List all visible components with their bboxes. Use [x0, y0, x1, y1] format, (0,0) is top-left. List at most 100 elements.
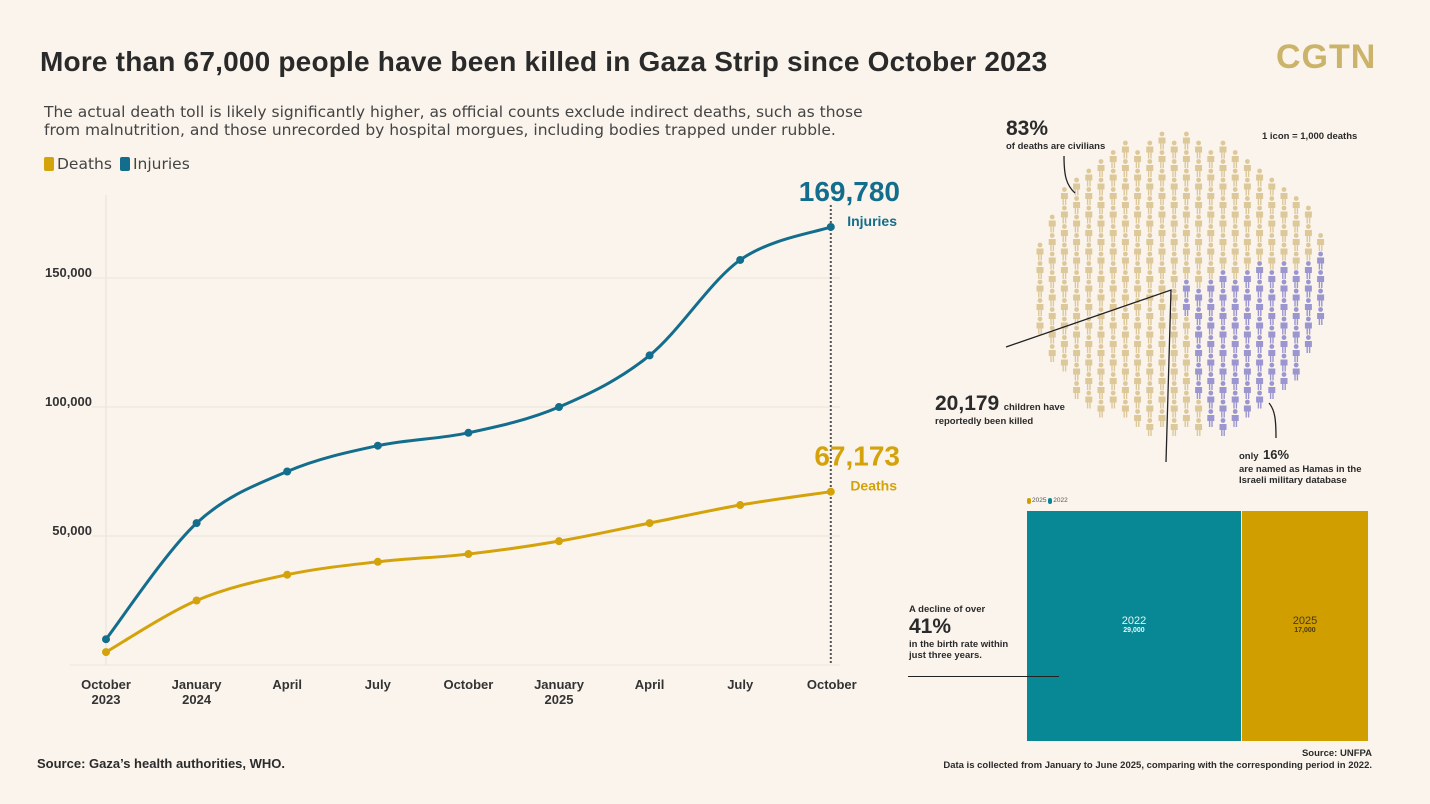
person-head [1293, 325, 1299, 331]
person-body [1256, 211, 1264, 224]
person-icon [1243, 381, 1251, 399]
person-icon [1158, 390, 1166, 409]
person-head [1281, 353, 1287, 359]
person-head [1257, 335, 1262, 340]
person-body [1134, 285, 1142, 298]
person-head [1196, 159, 1201, 164]
person-body [1207, 156, 1215, 168]
person-body [1097, 165, 1105, 177]
person-body [1268, 202, 1276, 214]
person-head [1171, 159, 1177, 164]
person-body [1182, 174, 1190, 187]
person-icon [1158, 205, 1166, 224]
data-point [826, 487, 835, 496]
person-body [1219, 165, 1227, 177]
person-body [1304, 211, 1312, 224]
data-point [102, 635, 110, 644]
person-body [1048, 350, 1056, 362]
person-body [1243, 257, 1251, 270]
person-body [1121, 146, 1129, 159]
person-head [1159, 261, 1165, 266]
person-head [1245, 270, 1250, 275]
person-body [1060, 285, 1068, 298]
person-body [1085, 174, 1093, 187]
person-head [1293, 214, 1299, 220]
person-icon [1170, 196, 1178, 214]
person-icon [1109, 150, 1117, 168]
person-icon [1256, 224, 1264, 242]
person-head [1074, 251, 1079, 257]
person-icon [1231, 187, 1239, 205]
person-body [1268, 276, 1276, 288]
person-head [1269, 362, 1275, 368]
birth-leader-line [908, 676, 1059, 677]
x-tick-label: 2024 [182, 692, 212, 707]
person-icon [1036, 261, 1044, 279]
person-head [1110, 150, 1116, 155]
person-body [1256, 304, 1264, 316]
data-point [555, 403, 563, 411]
person-head [1123, 344, 1128, 349]
person-body [1195, 146, 1203, 159]
person-body [1109, 211, 1117, 224]
person-body [1182, 396, 1190, 409]
person-head [1306, 335, 1311, 340]
person-body [1304, 285, 1312, 298]
person-head [1074, 344, 1079, 349]
person-icon [1304, 279, 1312, 298]
person-icon [1182, 224, 1190, 242]
person-head [1220, 214, 1226, 220]
person-head [1086, 261, 1092, 266]
person-icon [1231, 242, 1239, 261]
person-head [1135, 168, 1140, 174]
person-icon [1097, 233, 1105, 251]
person-body [1317, 294, 1325, 307]
person-icon [1182, 298, 1190, 316]
person-body [1134, 341, 1142, 353]
person-icon [1085, 372, 1093, 390]
person-icon [1182, 335, 1190, 353]
person-head [1220, 344, 1226, 349]
person-head [1098, 307, 1104, 312]
data-point [283, 467, 292, 476]
person-icon [1219, 270, 1227, 288]
person-head [1269, 196, 1275, 201]
person-body [1097, 368, 1105, 381]
person-body [1231, 359, 1239, 372]
person-body [1280, 304, 1288, 316]
x-tick-label: January [534, 677, 585, 692]
person-body [1195, 368, 1203, 381]
person-body [1097, 183, 1105, 196]
person-body [1207, 230, 1215, 242]
person-icon [1243, 270, 1251, 288]
person-icon [1231, 316, 1239, 335]
person-body [1304, 341, 1312, 353]
person-head [1049, 251, 1055, 257]
person-body [1219, 146, 1227, 159]
person-body [1121, 331, 1129, 344]
person-icon [1097, 214, 1105, 233]
person-head [1159, 242, 1165, 248]
person-body [1195, 313, 1203, 325]
person-head [1135, 187, 1140, 192]
person-body [1121, 239, 1129, 251]
person-body [1195, 183, 1203, 196]
person-body [1060, 341, 1068, 353]
person-body [1121, 350, 1129, 362]
person-head [1123, 159, 1128, 164]
person-body [1073, 202, 1081, 214]
person-icon [1292, 288, 1300, 307]
person-icon [1073, 270, 1081, 288]
person-head [1037, 261, 1043, 266]
person-body [1170, 387, 1178, 399]
person-icon [1109, 242, 1117, 261]
person-head [1135, 353, 1140, 359]
y-tick-label: 100,000 [45, 394, 92, 409]
person-head [1245, 344, 1250, 349]
person-icon [1170, 288, 1178, 307]
person-head [1269, 177, 1275, 183]
person-body [1085, 304, 1093, 316]
person-body [1207, 359, 1215, 372]
person-icon [1158, 242, 1166, 261]
person-body [1280, 341, 1288, 353]
